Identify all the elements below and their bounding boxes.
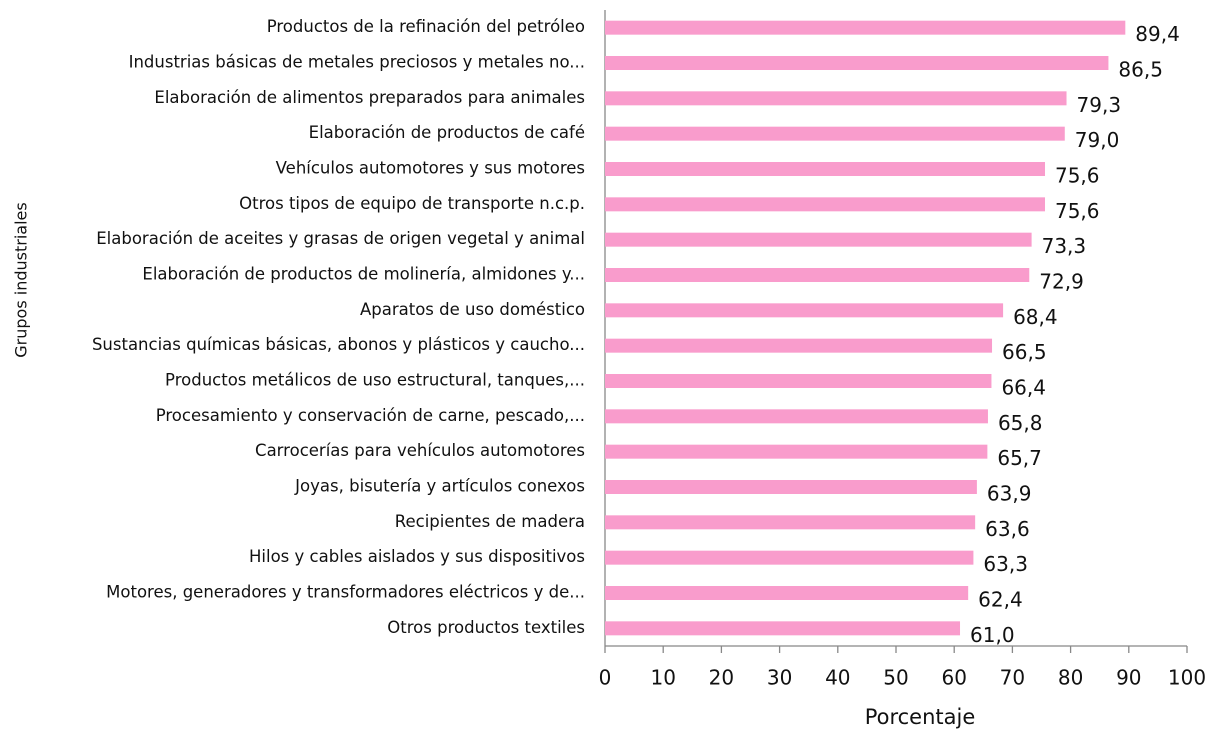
category-label: Sustancias químicas básicas, abonos y pl… xyxy=(92,335,585,354)
category-label: Carrocerías para vehículos automotores xyxy=(255,441,585,460)
x-tick-label: 90 xyxy=(1116,666,1141,690)
category-label: Elaboración de aceites y grasas de orige… xyxy=(96,229,585,248)
bar xyxy=(605,232,1032,247)
category-label: Procesamiento y conservación de carne, p… xyxy=(156,406,585,425)
value-label: 66,5 xyxy=(1002,340,1047,364)
bar xyxy=(605,444,988,459)
category-label: Motores, generadores y transformadores e… xyxy=(106,583,585,602)
category-label: Recipientes de madera xyxy=(395,512,585,531)
value-label: 68,4 xyxy=(1013,305,1058,329)
bar xyxy=(605,162,1045,176)
category-label: Otros tipos de equipo de transporte n.c.… xyxy=(239,194,585,213)
bar xyxy=(605,303,1004,318)
category-label: Otros productos textiles xyxy=(387,618,585,637)
value-label: 79,0 xyxy=(1075,128,1120,152)
value-label: 63,9 xyxy=(987,482,1032,506)
category-label: Productos de la refinación del petróleo xyxy=(267,17,585,36)
x-tick-label: 60 xyxy=(941,666,966,690)
bar xyxy=(605,621,961,636)
category-label: Joyas, bisutería y artículos conexos xyxy=(294,477,585,496)
category-label: Vehículos automotores y sus motores xyxy=(276,159,585,178)
value-label: 89,4 xyxy=(1135,22,1180,46)
value-label: 63,6 xyxy=(985,517,1030,541)
x-tick-label: 50 xyxy=(883,666,908,690)
value-label: 65,7 xyxy=(997,446,1042,470)
category-label: Industrias básicas de metales preciosos … xyxy=(129,53,585,72)
bar xyxy=(605,409,988,424)
bar xyxy=(605,374,992,388)
x-tick-label: 0 xyxy=(599,666,612,690)
bar xyxy=(605,126,1065,141)
value-label: 66,4 xyxy=(1001,376,1046,400)
value-label: 73,3 xyxy=(1042,234,1087,258)
category-label: Elaboración de productos de molinería, a… xyxy=(142,265,585,284)
bar xyxy=(605,197,1045,212)
bar xyxy=(605,91,1067,106)
category-label: Elaboración de productos de café xyxy=(309,123,585,142)
category-label: Productos metálicos de uso estructural, … xyxy=(165,371,585,390)
x-tick-label: 70 xyxy=(1000,666,1025,690)
value-label: 65,8 xyxy=(998,411,1043,435)
bar xyxy=(605,268,1030,282)
value-label: 75,6 xyxy=(1055,199,1100,223)
bar xyxy=(605,586,969,600)
value-label: 79,3 xyxy=(1077,93,1122,117)
x-tick-label: 100 xyxy=(1168,666,1206,690)
x-tick-label: 10 xyxy=(650,666,675,690)
value-label: 75,6 xyxy=(1055,164,1100,188)
category-label: Elaboración de alimentos preparados para… xyxy=(154,88,585,107)
bar xyxy=(605,480,977,494)
bar xyxy=(605,515,976,530)
category-label: Hilos y cables aislados y sus dispositiv… xyxy=(249,547,585,566)
bar xyxy=(605,20,1126,35)
value-label: 61,0 xyxy=(970,623,1015,647)
x-axis-title: Porcentaje xyxy=(865,705,976,729)
value-label: 72,9 xyxy=(1039,270,1084,294)
value-label: 62,4 xyxy=(978,588,1023,612)
x-tick-label: 40 xyxy=(825,666,850,690)
value-label: 63,3 xyxy=(983,552,1028,576)
category-label: Aparatos de uso doméstico xyxy=(360,300,585,319)
x-tick-label: 20 xyxy=(709,666,734,690)
x-tick-label: 30 xyxy=(767,666,792,690)
bar xyxy=(605,56,1109,70)
bar xyxy=(605,338,993,353)
value-label: 86,5 xyxy=(1118,58,1163,82)
bar xyxy=(605,550,974,565)
y-axis-title: Grupos industriales xyxy=(12,202,31,357)
x-tick-label: 80 xyxy=(1058,666,1083,690)
